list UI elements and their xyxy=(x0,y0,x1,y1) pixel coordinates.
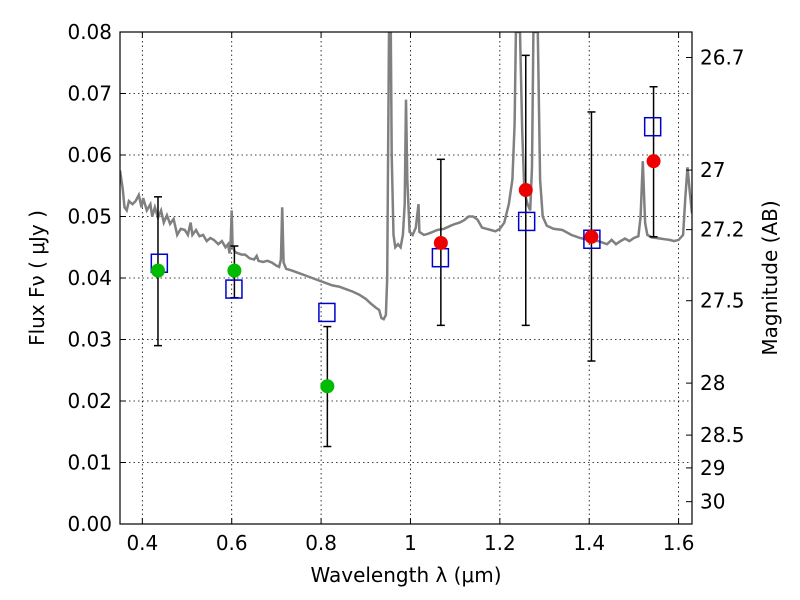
x-tick-label: 0.8 xyxy=(305,531,337,555)
right-tick-label: 27 xyxy=(700,158,725,182)
right-tick-label: 26.7 xyxy=(700,45,745,69)
right-axis-ticks: 26.7 27 27.2 27.5 28 28.5 29 30 xyxy=(686,45,745,514)
x-axis-ticks: 0.4 0.6 0.8 1 1.2 1.4 1.6 xyxy=(126,32,695,555)
model-square-point xyxy=(643,116,662,137)
right-tick-label: 27.5 xyxy=(700,289,745,313)
red-data-point xyxy=(518,183,533,198)
y-tick-label: 0.03 xyxy=(67,328,112,352)
red-data-point xyxy=(584,229,599,244)
model-square-point xyxy=(318,302,336,323)
model-spectrum-line xyxy=(120,32,692,321)
y-tick-label: 0.06 xyxy=(67,143,112,167)
x-tick-label: 0.4 xyxy=(126,531,158,555)
y-tick-label: 0.00 xyxy=(67,512,112,536)
right-tick-label: 28.5 xyxy=(700,423,745,447)
green-data-point xyxy=(150,263,165,278)
right-axis-label: Magnitude (AB) xyxy=(758,200,782,355)
x-tick-label: 1.6 xyxy=(663,531,695,555)
observed-points xyxy=(150,154,661,394)
y-tick-label: 0.08 xyxy=(67,20,112,44)
model-square-point xyxy=(225,279,243,299)
plot-area xyxy=(120,32,692,321)
x-tick-label: 0.6 xyxy=(216,531,248,555)
y-tick-label: 0.02 xyxy=(67,389,112,413)
right-tick-label: 28 xyxy=(700,371,725,395)
y-tick-label: 0.04 xyxy=(67,266,112,290)
green-data-point xyxy=(227,263,242,278)
right-tick-label: 29 xyxy=(700,456,725,480)
x-axis-label: Wavelength λ (μm) xyxy=(310,563,501,587)
y-axis-label: Flux Fν ( μJy ) xyxy=(25,210,49,346)
x-tick-label: 1.2 xyxy=(484,531,516,555)
x-tick-label: 1.4 xyxy=(573,531,605,555)
right-tick-label: 27.2 xyxy=(700,218,745,242)
red-data-point xyxy=(646,154,661,169)
green-data-point xyxy=(320,379,335,394)
y-tick-label: 0.05 xyxy=(67,205,112,229)
red-data-point xyxy=(433,235,448,250)
right-tick-label: 30 xyxy=(700,490,725,514)
model-square-point xyxy=(517,211,536,232)
x-tick-label: 1 xyxy=(404,531,417,555)
y-axis-ticks: 0.00 0.01 0.02 0.03 0.04 0.05 0.06 0.07 0.08 xyxy=(67,20,126,536)
y-tick-label: 0.01 xyxy=(67,451,112,475)
y-tick-label: 0.07 xyxy=(67,82,112,106)
grid-lines xyxy=(120,31,692,525)
